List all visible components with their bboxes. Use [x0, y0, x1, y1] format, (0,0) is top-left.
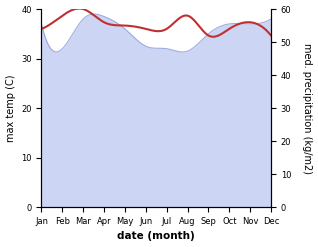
Y-axis label: max temp (C): max temp (C) — [5, 74, 16, 142]
X-axis label: date (month): date (month) — [117, 231, 195, 242]
Y-axis label: med. precipitation (kg/m2): med. precipitation (kg/m2) — [302, 43, 313, 174]
